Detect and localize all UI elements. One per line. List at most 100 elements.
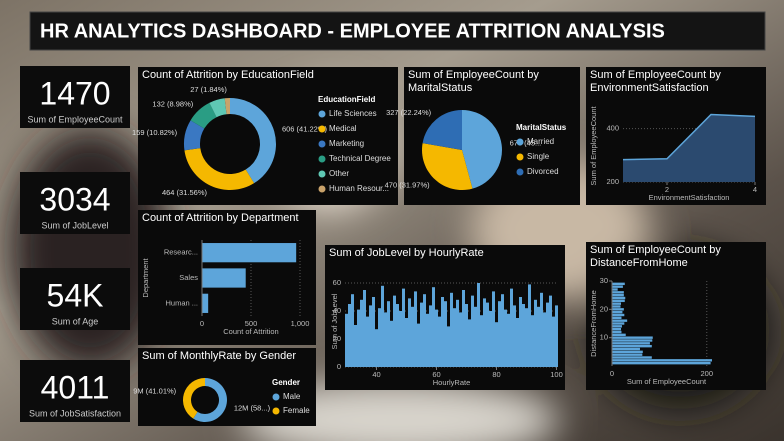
legend-label: Female <box>283 406 310 415</box>
bar <box>432 287 435 367</box>
legend-swatch <box>318 110 326 118</box>
bar <box>507 313 510 367</box>
x-tick-label: 0 <box>200 319 204 328</box>
bar <box>612 313 625 317</box>
bar <box>612 319 628 322</box>
bar <box>417 323 420 367</box>
bar <box>402 288 405 367</box>
kpi-value: 1470 <box>39 75 110 111</box>
bar <box>522 304 525 367</box>
bar <box>357 309 360 367</box>
bar <box>501 294 504 367</box>
chart-panel <box>138 348 316 426</box>
chart-title: Sum of EmployeeCount by EnvironmentSatis… <box>590 69 721 94</box>
chart-title-box: Count of Attrition by Department <box>142 212 299 224</box>
legend-title: EducationField <box>318 95 375 104</box>
chart-title: Count of Attrition by EducationField <box>142 69 314 81</box>
bar <box>423 294 426 367</box>
y-axis-title: Sum of JobLevel <box>330 293 339 349</box>
legend-swatch <box>272 393 280 401</box>
data-label: 27 (1.84%) <box>190 85 227 94</box>
bar <box>543 312 546 367</box>
kpi-card <box>20 360 130 422</box>
y-axis-title: DistanceFromHome <box>589 290 598 357</box>
bar <box>345 313 348 367</box>
x-tick-label: 100 <box>550 370 563 379</box>
bar <box>438 316 441 367</box>
legend-swatch <box>516 153 524 161</box>
y-tick-label: 0 <box>337 362 341 371</box>
bar <box>471 295 474 367</box>
kpi-value: 54K <box>47 277 104 313</box>
bar <box>360 299 363 367</box>
legend-swatch <box>318 185 326 193</box>
bar <box>366 316 369 367</box>
legend-swatch <box>516 168 524 176</box>
bar <box>202 293 209 313</box>
data-label: 464 (31.56%) <box>162 188 208 197</box>
bar <box>612 296 626 300</box>
data-label: 159 (10.82%) <box>132 128 178 137</box>
bar <box>429 305 432 367</box>
x-axis-title: EnvironmentSatisfaction <box>649 193 730 202</box>
slice <box>422 143 473 190</box>
bar <box>612 350 643 354</box>
bar <box>462 290 465 367</box>
bar <box>363 290 366 367</box>
bar <box>525 308 528 367</box>
bar <box>510 288 513 367</box>
data-label: 9M (41.01%) <box>133 387 176 396</box>
legend-label: Divorced <box>527 167 559 176</box>
y-tick-label: 40 <box>333 306 341 315</box>
bar <box>348 304 351 367</box>
bar <box>492 291 495 367</box>
legend-title: Gender <box>272 378 300 387</box>
bar <box>612 308 624 311</box>
chart-title: Sum of EmployeeCount by MaritalStatus <box>408 69 539 94</box>
bar <box>396 304 399 367</box>
y-tick-label: 200 <box>606 177 619 186</box>
bar <box>411 306 414 367</box>
bar <box>387 301 390 367</box>
bar <box>546 302 549 367</box>
y-tick-label: 60 <box>333 278 341 287</box>
bar <box>612 347 640 351</box>
bar <box>612 316 622 320</box>
slice <box>183 120 205 151</box>
bar <box>513 305 516 367</box>
bar <box>612 339 653 342</box>
bar <box>552 316 555 367</box>
bar <box>384 312 387 367</box>
bar <box>426 313 429 367</box>
bar <box>528 284 531 367</box>
slice <box>190 102 217 129</box>
bar <box>465 304 468 367</box>
kpi-card <box>20 268 130 330</box>
bar <box>405 318 408 367</box>
chart-title-box: Sum of EmployeeCount by EnvironmentSatis… <box>590 69 721 94</box>
bar <box>612 353 643 356</box>
bar <box>378 308 381 367</box>
chart-title-box: Sum of MonthlyRate by Gender <box>142 350 297 362</box>
bar <box>408 298 411 367</box>
data-label: 606 (41.22%) <box>282 124 328 133</box>
legend-label: Life Sciences <box>329 109 377 118</box>
chart-title: Sum of MonthlyRate by Gender <box>142 350 297 362</box>
bar <box>489 311 492 367</box>
bar <box>375 329 378 367</box>
dashboard-title: HR ANALYTICS DASHBOARD - EMPLOYEE ATTRIT… <box>40 20 665 42</box>
bar <box>381 285 384 367</box>
legend-swatch <box>318 140 326 148</box>
bar <box>612 293 624 297</box>
bar <box>612 285 623 288</box>
bar <box>202 243 297 263</box>
kpi-caption: Sum of EmployeeCount <box>27 114 123 124</box>
bar <box>612 282 625 286</box>
legend-title: MaritalStatus <box>516 123 567 132</box>
slice <box>230 98 276 184</box>
bar <box>447 326 450 367</box>
y-tick-label: Researc... <box>164 248 198 257</box>
legend-swatch <box>318 125 326 133</box>
bar <box>612 327 622 331</box>
bar <box>534 299 537 367</box>
